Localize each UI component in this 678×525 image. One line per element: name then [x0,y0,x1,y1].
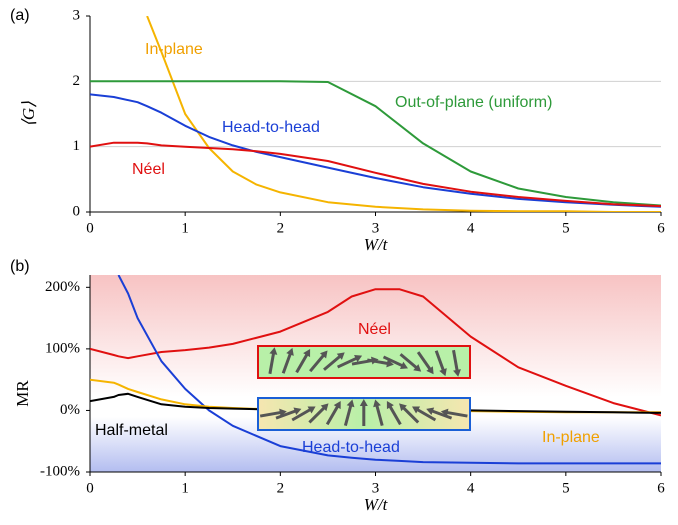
series-line [90,288,661,417]
x-tick-label: 0 [86,220,94,236]
spin-arrowhead [269,347,278,355]
x-tick-label: 6 [657,480,665,496]
spin-arrow [443,410,468,418]
spin-arrowhead [307,406,316,414]
series-label: Head-to-head [222,119,320,136]
series-line [90,141,661,208]
series-line [117,275,661,465]
x-axis-label: W/t [364,495,389,514]
y-tick-label: 3 [73,7,81,23]
spin-arrowhead [320,403,329,412]
y-tick-label: 2 [73,73,81,89]
spin-arrow [374,402,384,426]
x-tick-label: 2 [277,480,285,496]
y-tick-label: 1 [73,138,81,154]
y-tick-label: -100% [40,463,80,479]
series-line [146,16,661,212]
y-tick-label: 0% [60,402,80,418]
series-label: Half-metal [95,422,168,439]
spin-arrow [259,410,285,418]
panel-label: (b) [10,258,30,275]
spin-arrowhead [346,399,355,408]
series-line [90,80,661,207]
x-tick-label: 4 [467,220,475,236]
spin-arrowhead [373,399,381,408]
spin-arrowhead [453,369,461,377]
series-label: In-plane [145,41,203,58]
spin-arrow [343,402,354,426]
series-label: Out-of-plane (uniform) [395,94,552,111]
spin-arrowhead [426,407,435,416]
spin-arrowhead [426,366,434,375]
spin-arrowhead [303,349,311,358]
y-tick-label: 200% [45,279,80,295]
spin-arrow [268,349,276,375]
series-label: Néel [132,161,165,178]
spin-arrowhead [359,399,368,406]
panel-label: (a) [10,7,30,24]
y-axis-label: ⟨G⟩ [19,101,38,127]
x-tick-label: 1 [181,480,189,496]
x-tick-label: 0 [86,480,94,496]
spin-arrowhead [354,354,363,363]
spin-arrowhead [279,408,287,417]
x-tick-label: 2 [277,220,285,236]
spin-arrowhead [413,364,422,372]
spin-arrowhead [286,347,294,356]
y-tick-label: 100% [45,340,80,356]
spin-arrowhead [333,401,341,410]
x-tick-label: 3 [372,220,380,236]
spin-arrow [428,408,453,420]
x-tick-label: 5 [562,480,570,496]
spin-arrowhead [336,352,345,360]
series-label: In-plane [542,429,600,446]
spin-arrow [382,355,406,369]
spin-arrow [452,349,460,375]
x-tick-label: 3 [372,480,380,496]
spin-arrowhead [386,401,394,410]
series-label: Head-to-head [302,439,400,456]
spin-arrow [336,355,361,369]
spin-arrow [367,358,392,366]
spin-arrowhead [399,361,408,370]
y-axis-label: MR [13,380,32,407]
x-tick-label: 1 [181,220,189,236]
spin-arrowhead [440,408,449,417]
series-label: Néel [358,321,391,338]
spin-arrow [416,351,434,373]
x-tick-label: 4 [467,480,475,496]
plot-area [90,16,661,212]
spin-arrowhead [412,406,421,414]
y-tick-label: 0 [73,203,81,219]
spin-arrowhead [386,359,394,368]
series-line [90,93,661,208]
spin-arrowhead [319,350,328,359]
spin-arrowhead [439,368,447,377]
x-tick-label: 5 [562,220,570,236]
x-tick-label: 6 [657,220,665,236]
spin-arrowhead [399,403,407,412]
spin-arrowhead [293,407,302,416]
x-axis-label: W/t [364,235,389,254]
